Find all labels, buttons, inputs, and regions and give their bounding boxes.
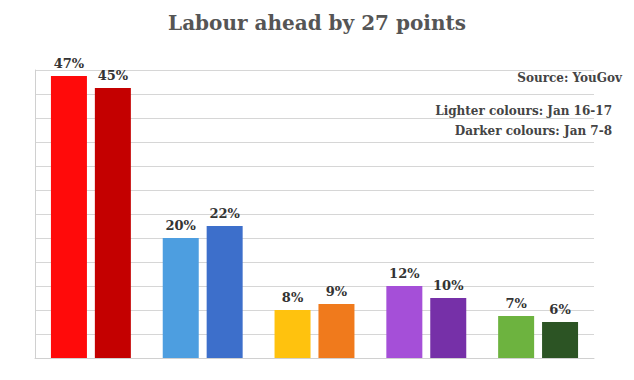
svg-text:Labour ahead by 27 points: Labour ahead by 27 points [168,11,466,35]
svg-text:Lighter colours: Jan 16-17: Lighter colours: Jan 16-17 [435,104,612,118]
svg-text:45%: 45% [98,68,129,83]
svg-text:22%: 22% [209,206,240,221]
svg-text:12%: 12% [389,266,420,281]
svg-text:Source: YouGov: Source: YouGov [517,71,623,85]
svg-text:47%: 47% [54,56,85,71]
svg-text:9%: 9% [326,284,348,299]
svg-text:20%: 20% [166,218,197,233]
svg-text:6%: 6% [549,302,571,317]
svg-text:Darker colours: Jan 7-8: Darker colours: Jan 7-8 [455,124,612,138]
svg-text:8%: 8% [282,290,304,305]
svg-text:10%: 10% [433,278,464,293]
svg-text:7%: 7% [505,296,527,311]
